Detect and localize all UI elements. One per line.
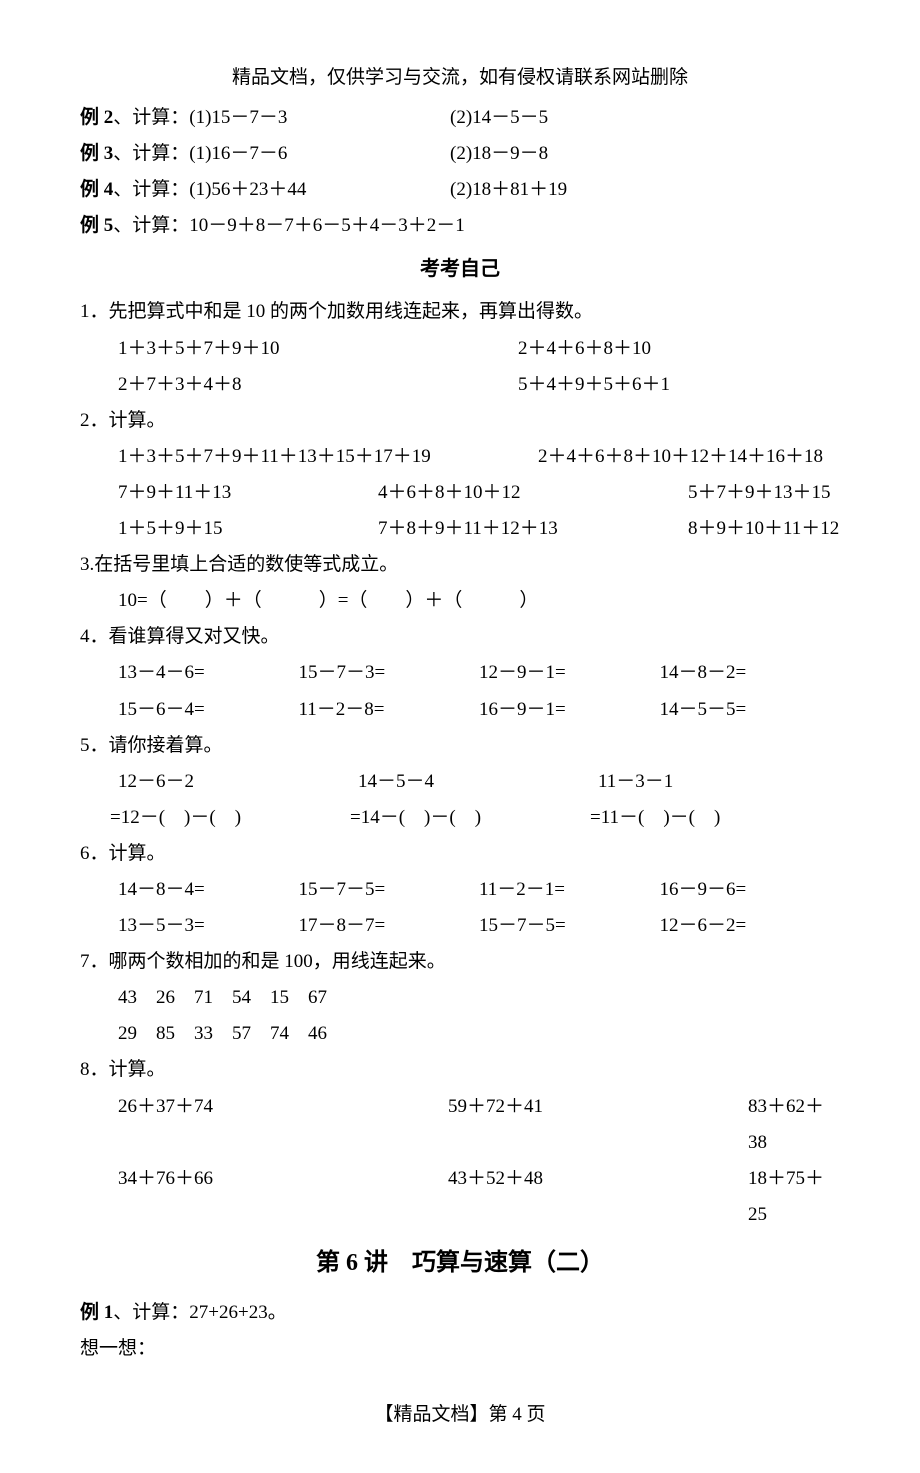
q4-r1-0: 13－4－6= [118, 655, 299, 691]
q6-r2-2: 15－7－5= [479, 908, 660, 944]
example-2-label: 例 2 [80, 107, 113, 128]
q6-row1: 14－8－4= 15－7－5= 11－2－1= 16－9－6= [80, 872, 840, 908]
example-5: 例 5、计算：10－9＋8－7＋6－5＋4－3＋2－1 [80, 208, 840, 244]
q4-r2-2: 16－9－1= [479, 692, 660, 728]
footer: 【精品文档】第 4 页 [80, 1397, 840, 1433]
q8-row1: 26＋37＋74 59＋72＋41 83＋62＋38 [80, 1089, 840, 1161]
example-3-label: 例 3 [80, 143, 113, 164]
q6-r1-2: 11－2－1= [479, 872, 660, 908]
example-3-b: (2)18－9－8 [450, 136, 840, 172]
q2-r1a: 1＋3＋5＋7＋9＋11＋13＋15＋17＋19 [118, 439, 538, 475]
example-4-a: (1)56＋23＋44 [189, 179, 306, 200]
q8-r1-1: 59＋72＋41 [448, 1089, 748, 1161]
q2-r3b: 7＋8＋9＋11＋12＋13 [378, 511, 688, 547]
example-3-text: 、计算： [113, 143, 189, 164]
q8-r1-0: 26＋37＋74 [118, 1089, 448, 1161]
example-5-label: 例 5 [80, 215, 113, 236]
q5-r1-0: 12－6－2 [118, 764, 358, 800]
example-2-left: 例 2、计算：(1)15－7－3 [80, 100, 450, 136]
q2-row3: 1＋5＋9＋15 7＋8＋9＋11＋12＋13 8＋9＋10＋11＋12 [80, 511, 840, 547]
example-1b-text: 、计算：27+26+23。 [113, 1302, 286, 1323]
q4-r1-3: 14－8－2= [660, 655, 841, 691]
q6-r1-3: 16－9－6= [660, 872, 841, 908]
q1-row2: 2＋7＋3＋4＋8 5＋4＋9＋5＋6＋1 [80, 367, 840, 403]
q3-prompt: 3.在括号里填上合适的数使等式成立。 [80, 547, 840, 583]
think-prompt: 想一想： [80, 1331, 840, 1367]
q8-r2-2: 18＋75＋25 [748, 1161, 840, 1233]
q5-r1-2: 11－3－1 [598, 764, 840, 800]
example-3-a: (1)16－7－6 [189, 143, 287, 164]
q8-row2: 34＋76＋66 43＋52＋48 18＋75＋25 [80, 1161, 840, 1233]
q1-r1b: 2＋4＋6＋8＋10 [518, 331, 840, 367]
q5-r2-0: =12－( )－( ) [110, 800, 350, 836]
q2-r3a: 1＋5＋9＋15 [118, 511, 378, 547]
q8-r1-2: 83＋62＋38 [748, 1089, 840, 1161]
q4-r2-3: 14－5－5= [660, 692, 841, 728]
q2-row2: 7＋9＋11＋13 4＋6＋8＋10＋12 5＋7＋9＋13＋15 [80, 475, 840, 511]
q5-r2-2: =11－( )－( ) [590, 800, 840, 836]
q4-r1-1: 15－7－3= [299, 655, 480, 691]
q7-r2: 29 85 33 57 74 46 [80, 1016, 840, 1052]
example-1b-label: 例 1 [80, 1302, 113, 1323]
example-4-b: (2)18＋81＋19 [450, 172, 840, 208]
example-3-left: 例 3、计算：(1)16－7－6 [80, 136, 450, 172]
q5-prompt: 5．请你接着算。 [80, 728, 840, 764]
example-2-text: 、计算： [113, 107, 189, 128]
q4-row2: 15－6－4= 11－2－8= 16－9－1= 14－5－5= [80, 692, 840, 728]
q2-r1b: 2＋4＋6＋8＋10＋12＋14＋16＋18 [538, 439, 840, 475]
q6-r1-1: 15－7－5= [299, 872, 480, 908]
q5-r1-1: 14－5－4 [358, 764, 598, 800]
q6-r2-0: 13－5－3= [118, 908, 299, 944]
page: 精品文档，仅供学习与交流，如有侵权请联系网站删除 例 2、计算：(1)15－7－… [0, 0, 920, 1473]
example-2: 例 2、计算：(1)15－7－3 (2)14－5－5 [80, 100, 840, 136]
example-4-text: 、计算： [113, 179, 189, 200]
q5-r2-1: =14－( )－( ) [350, 800, 590, 836]
example-4-left: 例 4、计算：(1)56＋23＋44 [80, 172, 450, 208]
q4-r2-1: 11－2－8= [299, 692, 480, 728]
q6-r2-3: 12－6－2= [660, 908, 841, 944]
q4-r1-2: 12－9－1= [479, 655, 660, 691]
example-4-label: 例 4 [80, 179, 113, 200]
example-5-text: 、计算：10－9＋8－7＋6－5＋4－3＋2－1 [113, 215, 465, 236]
q6-r1-0: 14－8－4= [118, 872, 299, 908]
q4-r2-0: 15－6－4= [118, 692, 299, 728]
q1-row1: 1＋3＋5＋7＋9＋10 2＋4＋6＋8＋10 [80, 331, 840, 367]
example-2-b: (2)14－5－5 [450, 100, 840, 136]
q8-r2-1: 43＋52＋48 [448, 1161, 748, 1233]
q6-row2: 13－5－3= 17－8－7= 15－7－5= 12－6－2= [80, 908, 840, 944]
q2-r2c: 5＋7＋9＋13＋15 [688, 475, 840, 511]
q5-row1: 12－6－2 14－5－4 11－3－1 [80, 764, 840, 800]
example-3: 例 3、计算：(1)16－7－6 (2)18－9－8 [80, 136, 840, 172]
q4-row1: 13－4－6= 15－7－3= 12－9－1= 14－8－2= [80, 655, 840, 691]
q8-prompt: 8．计算。 [80, 1052, 840, 1088]
q2-prompt: 2．计算。 [80, 403, 840, 439]
q1-r2a: 2＋7＋3＋4＋8 [118, 367, 518, 403]
q7-prompt: 7．哪两个数相加的和是 100，用线连起来。 [80, 944, 840, 980]
section-title: 考考自己 [80, 250, 840, 288]
q7-r1: 43 26 71 54 15 67 [80, 980, 840, 1016]
q6-prompt: 6．计算。 [80, 836, 840, 872]
header-note: 精品文档，仅供学习与交流，如有侵权请联系网站删除 [80, 60, 840, 96]
q2-r2b: 4＋6＋8＋10＋12 [378, 475, 688, 511]
lesson-title: 第 6 讲 巧算与速算（二） [80, 1241, 840, 1287]
q3-line: 10=（ ）＋（ ）=（ ）＋（ ） [80, 583, 840, 619]
q5-row2: =12－( )－( ) =14－( )－( ) =11－( )－( ) [80, 800, 840, 836]
q8-r2-0: 34＋76＋66 [118, 1161, 448, 1233]
q1-prompt: 1．先把算式中和是 10 的两个加数用线连起来，再算出得数。 [80, 294, 840, 330]
example-4: 例 4、计算：(1)56＋23＋44 (2)18＋81＋19 [80, 172, 840, 208]
q1-r2b: 5＋4＋9＋5＋6＋1 [518, 367, 840, 403]
q1-r1a: 1＋3＋5＋7＋9＋10 [118, 331, 518, 367]
example-1b: 例 1、计算：27+26+23。 [80, 1295, 840, 1331]
q2-row1: 1＋3＋5＋7＋9＋11＋13＋15＋17＋19 2＋4＋6＋8＋10＋12＋1… [80, 439, 840, 475]
q4-prompt: 4．看谁算得又对又快。 [80, 619, 840, 655]
q2-r2a: 7＋9＋11＋13 [118, 475, 378, 511]
q6-r2-1: 17－8－7= [299, 908, 480, 944]
example-2-a: (1)15－7－3 [189, 107, 287, 128]
q2-r3c: 8＋9＋10＋11＋12 [688, 511, 840, 547]
